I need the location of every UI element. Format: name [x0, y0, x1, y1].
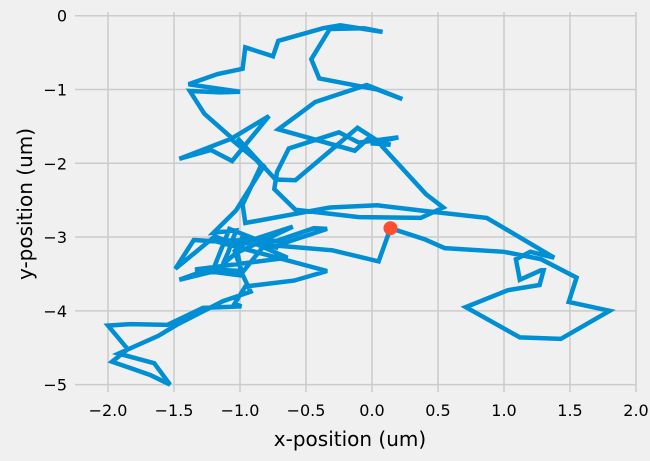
x-ticks: −2.0 −1.5 −1.0 −0.5 0.0 0.5 1.0 1.5 2.0	[89, 401, 649, 420]
y-axis-label: y-position (um)	[13, 128, 37, 280]
x-tick-label: 0.5	[425, 401, 450, 420]
x-tick-label: −0.5	[287, 401, 326, 420]
y-tick-label: −4	[43, 302, 67, 321]
start-point-marker	[383, 221, 398, 236]
x-tick-label: −2.0	[89, 401, 128, 420]
x-tick-label: −1.0	[221, 401, 260, 420]
x-tick-label: 1.0	[491, 401, 516, 420]
x-tick-label: −1.5	[155, 401, 194, 420]
y-tick-label: −2	[43, 154, 67, 173]
x-tick-label: 0.0	[359, 401, 384, 420]
y-tick-label: −3	[43, 228, 67, 247]
y-tick-label: −1	[43, 80, 67, 99]
marker-layer	[383, 221, 398, 236]
y-ticks: 0 −1 −2 −3 −4 −5	[43, 7, 67, 395]
y-tick-label: −5	[43, 376, 67, 395]
y-tick-label: 0	[57, 7, 67, 26]
x-tick-label: 1.5	[557, 401, 582, 420]
x-tick-label: 2.0	[623, 401, 648, 420]
series-layer	[103, 23, 616, 387]
x-axis-label: x-position (um)	[274, 427, 426, 451]
walk-path-line	[103, 23, 616, 387]
